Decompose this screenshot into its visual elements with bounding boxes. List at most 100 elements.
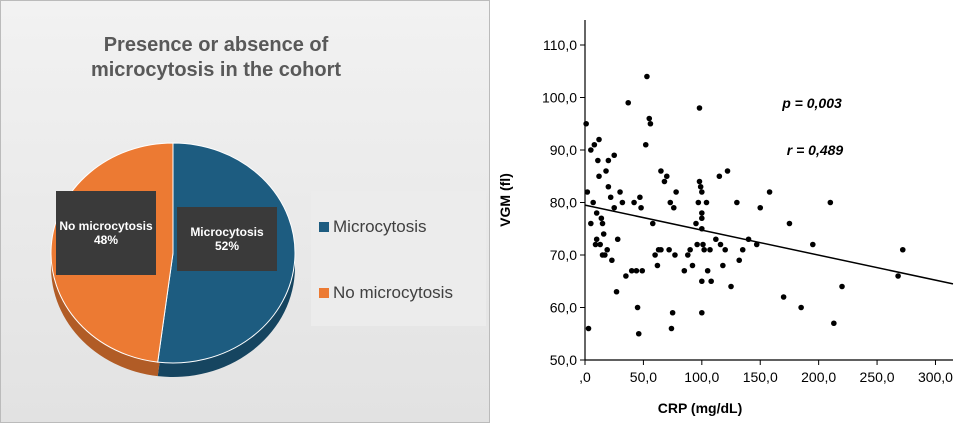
point — [681, 267, 688, 274]
legend-label: No microcytosis — [333, 283, 453, 302]
point — [703, 199, 710, 206]
point — [661, 178, 668, 185]
point — [810, 241, 816, 248]
x-tick-label: 200,0 — [801, 369, 836, 385]
point — [689, 262, 696, 269]
x-tick-label: 250,0 — [860, 369, 895, 385]
point — [757, 204, 764, 211]
data-label-value: 48% — [93, 233, 119, 247]
point — [895, 273, 901, 279]
legend-item: No microcytosis — [319, 283, 453, 303]
point — [699, 309, 705, 316]
point — [713, 236, 719, 243]
point — [602, 252, 608, 258]
point — [603, 168, 609, 174]
data-label: Microcytosis 52% — [177, 207, 277, 271]
point — [596, 173, 602, 180]
point — [588, 147, 594, 153]
point — [708, 278, 714, 285]
point — [593, 210, 600, 216]
legend-swatch — [319, 288, 329, 298]
point — [707, 246, 713, 253]
point — [780, 294, 787, 300]
point — [635, 330, 642, 337]
point — [685, 252, 691, 258]
scatter-chart: VGM (fl) CRP (mg/dL) p = 0,003 r = 0,489… — [497, 20, 954, 416]
point — [590, 199, 596, 206]
point — [652, 252, 658, 258]
point — [699, 210, 705, 216]
point — [623, 273, 629, 279]
point — [584, 189, 591, 195]
y-tick-label: 80,0 — [550, 195, 577, 211]
point — [716, 173, 723, 180]
point — [592, 241, 599, 248]
point — [739, 246, 746, 253]
chart-title: Presence or absence of microcytosis in t… — [90, 34, 342, 81]
point — [583, 120, 589, 127]
point — [697, 183, 704, 190]
point — [611, 204, 618, 211]
point — [704, 267, 711, 274]
point — [658, 246, 664, 253]
point — [669, 309, 676, 316]
point — [625, 99, 632, 106]
point — [633, 267, 640, 274]
y-tick-label: 100,0 — [542, 90, 577, 106]
point — [598, 215, 605, 222]
point — [591, 141, 598, 148]
point — [647, 120, 654, 127]
trend-line — [584, 204, 954, 285]
point — [631, 199, 637, 206]
point — [831, 320, 837, 327]
point — [613, 288, 620, 295]
point — [646, 115, 653, 122]
point — [634, 304, 641, 311]
point — [644, 73, 650, 80]
point — [695, 199, 702, 206]
point — [696, 105, 703, 111]
point — [722, 246, 728, 253]
data-label-name: No microcytosis — [59, 219, 153, 233]
point — [611, 152, 618, 159]
y-axis-label: VGM (fl) — [497, 173, 513, 227]
point — [724, 168, 731, 174]
point — [614, 236, 621, 243]
point — [600, 231, 607, 237]
y-tick-label: 90,0 — [550, 142, 577, 158]
point — [595, 157, 601, 164]
point — [617, 189, 623, 195]
point — [597, 241, 603, 248]
point — [827, 199, 834, 206]
point — [609, 257, 615, 264]
x-tick-label: 300,0 — [918, 369, 953, 385]
point — [699, 189, 705, 195]
pie-panel: Presence or absence of microcytosis in t… — [0, 0, 490, 423]
point — [687, 246, 693, 253]
point — [753, 241, 760, 248]
legend-swatch — [319, 222, 329, 232]
point — [668, 325, 675, 332]
x-axis-label: CRP (mg/dL) — [658, 400, 743, 416]
point — [786, 220, 793, 227]
point — [628, 267, 635, 274]
point — [663, 173, 670, 180]
point — [588, 220, 594, 227]
point — [585, 325, 592, 332]
point — [798, 304, 804, 311]
point — [642, 141, 649, 148]
point — [701, 246, 707, 253]
point — [638, 204, 644, 211]
point — [899, 246, 906, 253]
legend-item: Microcytosis — [319, 217, 427, 237]
point — [700, 241, 706, 248]
x-tick-label: ,0 — [579, 369, 591, 385]
point — [720, 262, 726, 269]
point — [666, 246, 672, 253]
legend: Microcytosis No microcytosis — [311, 191, 486, 326]
point — [670, 204, 677, 211]
point — [605, 157, 612, 164]
point — [693, 220, 699, 227]
point — [696, 178, 703, 185]
point — [839, 283, 845, 290]
